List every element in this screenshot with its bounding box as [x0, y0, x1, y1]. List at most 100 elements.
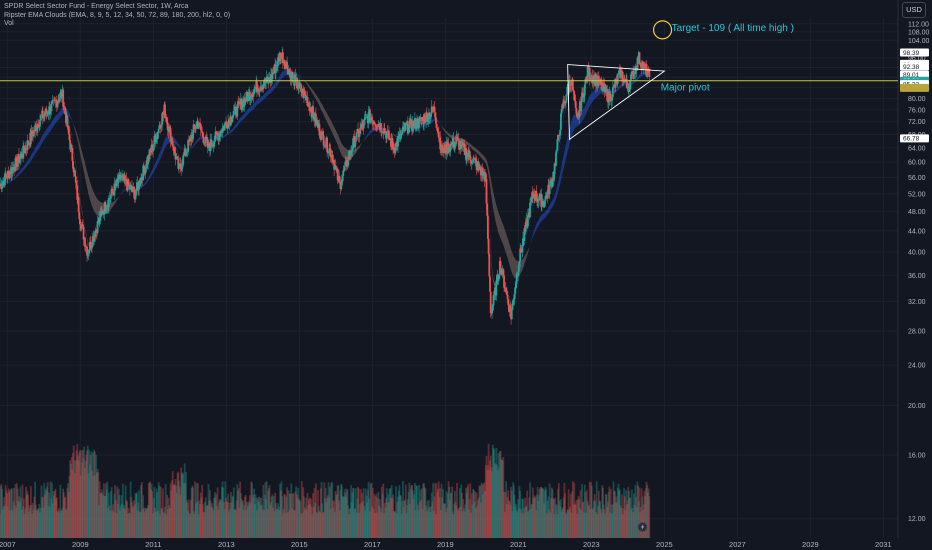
volume-bar: [86, 445, 89, 538]
volume-bar: [435, 514, 437, 538]
ema-cloud-34-50: [296, 73, 298, 77]
indicator-label[interactable]: Ripster EMA Clouds (EMA, 8, 9, 5, 12, 34…: [4, 11, 231, 19]
ema-cloud-8-9: [524, 242, 526, 248]
volume-bar: [512, 485, 515, 538]
candle-body: [231, 117, 234, 122]
volume-bar: [551, 489, 554, 538]
candle-body: [582, 93, 585, 98]
volume-bar: [217, 509, 220, 538]
volume-bar: [249, 495, 251, 538]
volume-bar: [644, 495, 647, 538]
volume-bar: [47, 505, 50, 538]
candle-body: [42, 116, 45, 119]
triangle-pattern[interactable]: [567, 64, 666, 141]
ema-cloud-34-50: [535, 224, 537, 231]
ema-cloud-34-50: [161, 146, 163, 157]
candle-body: [230, 121, 233, 123]
volume-bar: [385, 498, 388, 538]
candle-body: [1, 185, 4, 189]
ema-cloud-34-50: [278, 76, 280, 84]
candle-body: [164, 104, 166, 118]
volume-bar: [38, 503, 41, 538]
ema-cloud-8-9: [521, 258, 523, 264]
candle-body: [153, 135, 156, 145]
ema-cloud-34-50: [120, 192, 122, 195]
ema-cloud-34-50: [14, 177, 15, 180]
ema-cloud-8-9: [438, 122, 439, 127]
ema-cloud-34-50: [446, 131, 448, 135]
ema-cloud-8-9: [488, 206, 490, 223]
volume-bar: [13, 505, 16, 538]
x-tick-label: 2025: [656, 540, 673, 549]
candle-body: [456, 137, 458, 139]
ema-cloud-34-50: [82, 154, 84, 171]
pivot-label[interactable]: Major pivot: [661, 83, 710, 94]
x-tick-label: 2019: [437, 540, 454, 549]
volume-bar: [432, 483, 435, 538]
volume-bar: [100, 493, 102, 538]
volume-label[interactable]: Vol: [4, 20, 14, 27]
volume-bar: [237, 488, 240, 538]
y-tick-label: 32.00: [908, 299, 926, 306]
candle-body: [181, 164, 184, 166]
volume-bar: [367, 481, 370, 538]
ema-cloud-34-50: [497, 207, 498, 231]
ema-cloud-34-50: [250, 106, 252, 112]
volume-bar: [527, 512, 529, 538]
target-circle[interactable]: [652, 20, 673, 40]
ema-cloud-34-50: [56, 114, 57, 123]
candle-body: [205, 136, 208, 141]
volume-bar: [171, 471, 174, 538]
volume-bar: [28, 505, 31, 538]
target-label[interactable]: Target - 109 ( All time high ): [672, 23, 794, 34]
volume-bar: [54, 488, 57, 538]
ema-cloud-34-50: [371, 128, 373, 133]
ema-cloud-8-9: [566, 101, 568, 107]
candle-body: [609, 94, 612, 102]
ema-cloud-34-50: [6, 183, 8, 185]
symbol-title[interactable]: SPDR Select Sector Fund - Energy Select …: [4, 3, 189, 10]
volume-bar: [475, 492, 478, 538]
candle-body: [149, 149, 152, 152]
volume-bar: [533, 495, 536, 538]
volume-bar: [343, 489, 346, 538]
candle-body: [414, 118, 417, 129]
volume-bar: [114, 500, 117, 538]
ema-cloud-8-9: [176, 149, 178, 153]
candle-body: [392, 144, 395, 150]
ema-cloud-34-50: [244, 112, 245, 119]
ema-cloud-34-50: [179, 144, 180, 148]
volume-bar: [170, 490, 173, 538]
volume-bar: [180, 472, 183, 538]
ema-cloud-34-50: [541, 214, 542, 222]
ema-cloud-34-50: [255, 100, 257, 107]
ema-cloud-34-50: [14, 176, 16, 180]
ema-cloud-8-9: [179, 156, 180, 159]
candle-body: [340, 185, 343, 190]
candle-body: [43, 114, 46, 117]
ema-cloud-34-50: [573, 114, 575, 131]
ema-cloud-34-50: [164, 137, 166, 148]
ema-cloud-34-50: [299, 75, 300, 78]
volume-bar: [581, 502, 584, 538]
volume-bar: [138, 511, 141, 538]
volume-bar: [355, 512, 358, 538]
candle-body: [96, 221, 99, 233]
ema-cloud-34-50: [24, 164, 26, 170]
volume-bar: [281, 496, 284, 538]
ema-cloud-34-50: [334, 128, 336, 141]
candle-body: [333, 160, 336, 170]
volume-bar: [192, 511, 195, 538]
candle-body: [543, 200, 546, 207]
ema-cloud-34-50: [572, 116, 573, 135]
volume-bar: [447, 481, 450, 538]
currency-button[interactable]: USD: [902, 2, 926, 18]
volume-bar: [589, 508, 592, 538]
ema-cloud-8-9: [491, 257, 493, 274]
ema-cloud-34-50: [511, 249, 512, 273]
volume-bar: [24, 508, 27, 538]
ema-cloud-34-50: [589, 94, 591, 106]
candle-body: [578, 110, 581, 118]
volume-bar: [197, 483, 199, 538]
